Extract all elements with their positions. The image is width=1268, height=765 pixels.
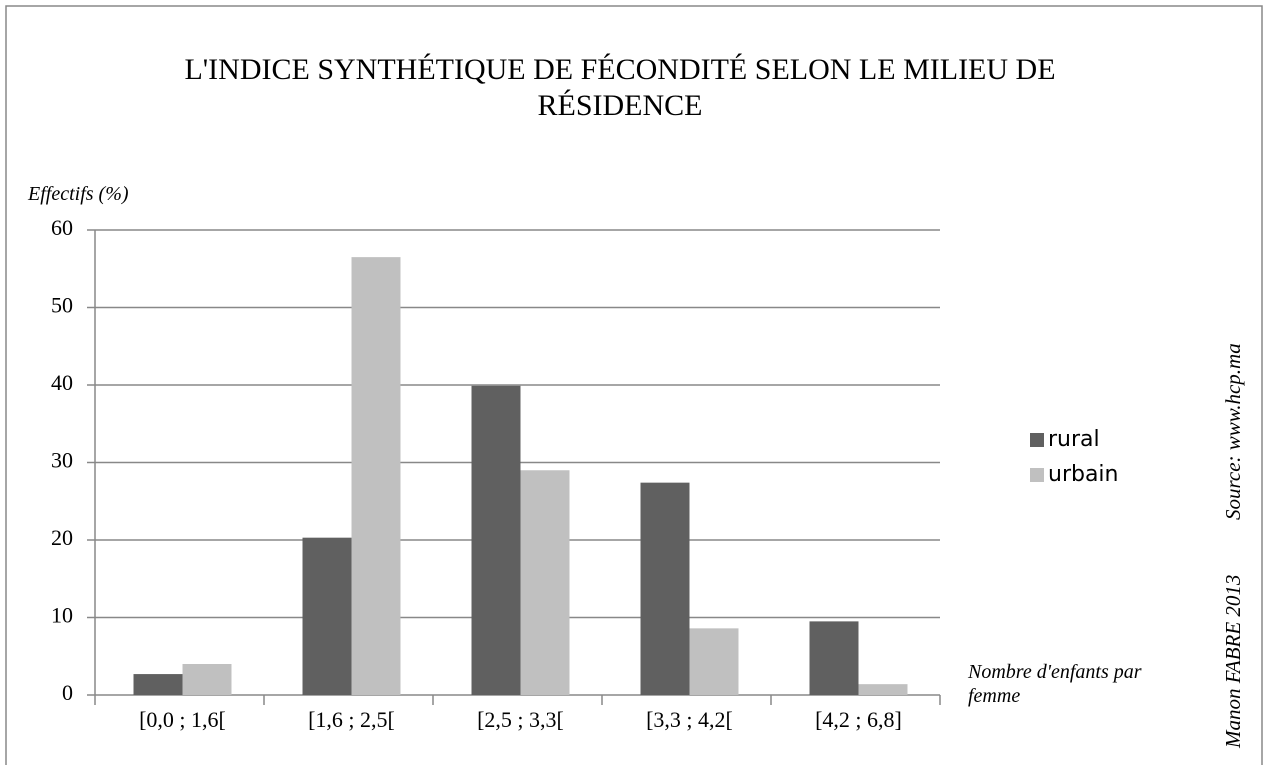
frame (5, 5, 1263, 765)
y-tick-label: 50 (51, 293, 73, 318)
bar (133, 674, 183, 695)
x-axis-label: Nombre d'enfants par femme (968, 661, 1142, 707)
y-tick-label: 0 (62, 680, 73, 705)
bar (302, 537, 352, 695)
y-tick-label: 60 (51, 215, 73, 240)
legend-swatch (1030, 433, 1044, 447)
annotation: Source: www.hcp.ma (1221, 343, 1245, 520)
bar (351, 257, 401, 695)
y-tick-label: 10 (51, 603, 73, 628)
bar (520, 470, 570, 695)
bar (809, 621, 859, 695)
chart-title: L'INDICE SYNTHÉTIQUE DE FÉCONDITÉ SELON … (184, 53, 1056, 122)
legend-label: urbain (1048, 462, 1119, 487)
y-tick-label: 20 (51, 525, 73, 550)
bar (689, 628, 739, 695)
x-tick-label: [0,0 ; 1,6[ (139, 707, 226, 732)
bar (640, 482, 690, 695)
x-tick-label: [3,3 ; 4,2[ (646, 707, 733, 732)
y-tick-label: 40 (51, 370, 73, 395)
legend-label: rural (1048, 427, 1100, 452)
x-tick-label: [1,6 ; 2,5[ (308, 707, 395, 732)
bar (858, 684, 908, 695)
y-tick-label: 30 (51, 448, 73, 473)
bar (471, 385, 521, 695)
x-tick-label: [2,5 ; 3,3[ (477, 707, 564, 732)
annotation: Manon FABRE 2013 (1221, 575, 1245, 749)
bar (182, 664, 232, 695)
legend-swatch (1030, 468, 1044, 482)
x-tick-label: [4,2 ; 6,8] (815, 707, 902, 732)
y-axis-label: Effectifs (%) (28, 183, 129, 205)
